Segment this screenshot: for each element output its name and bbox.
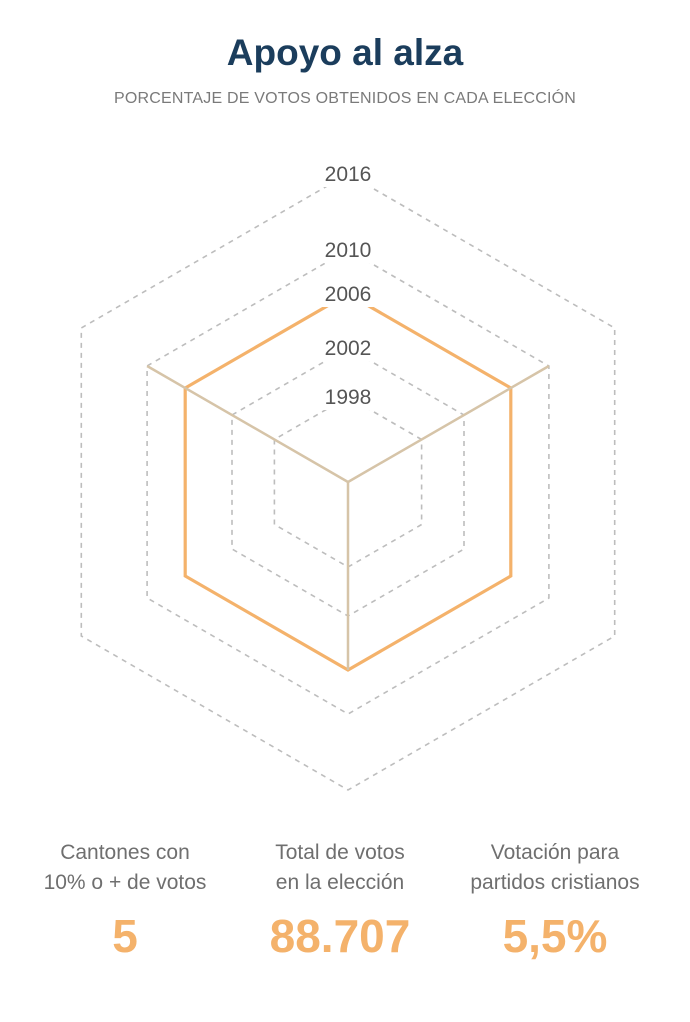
page-subtitle: PORCENTAJE DE VOTOS OBTENIDOS EN CADA EL… (113, 90, 577, 107)
ring-label-1998: 1998 (325, 386, 372, 409)
stat-votacion-cristianos: Votación para partidos cristianos 5,5% (440, 838, 670, 964)
ring-label-2002: 2002 (325, 337, 372, 360)
stat-label-cantones: Cantones con 10% o + de votos (43, 841, 207, 894)
stat-label-total-votos: Total de votos en la elección (275, 841, 405, 894)
stat-value-votacion: 5,5% (502, 910, 608, 962)
ring-2016 (80, 173, 616, 791)
page-title: Apoyo al alza (226, 32, 464, 73)
stat-value-cantones: 5 (112, 910, 138, 962)
ring-label-2010: 2010 (325, 239, 372, 262)
stat-label-votacion: Votación para partidos cristianos (470, 841, 640, 894)
stat-cantones: Cantones con 10% o + de votos 5 (10, 838, 240, 964)
ring-label-bg-1998 (316, 380, 380, 410)
ring-label-2016: 2016 (325, 163, 372, 186)
stat-value-total-votos: 88.707 (269, 910, 411, 962)
ring-label-bg-2002 (316, 331, 380, 361)
ring-label-bg-2006 (316, 277, 380, 307)
stat-total-votos: Total de votos en la elección 88.707 (225, 838, 455, 964)
spoke-1 (347, 364, 550, 484)
stats-row: Cantones con 10% o + de votos 5 Total de… (0, 838, 690, 998)
ring-label-2006: 2006 (325, 283, 372, 306)
spoke-0 (146, 364, 349, 484)
ring-label-bg-2010 (316, 233, 380, 263)
ring-label-bg-2016 (316, 157, 380, 187)
